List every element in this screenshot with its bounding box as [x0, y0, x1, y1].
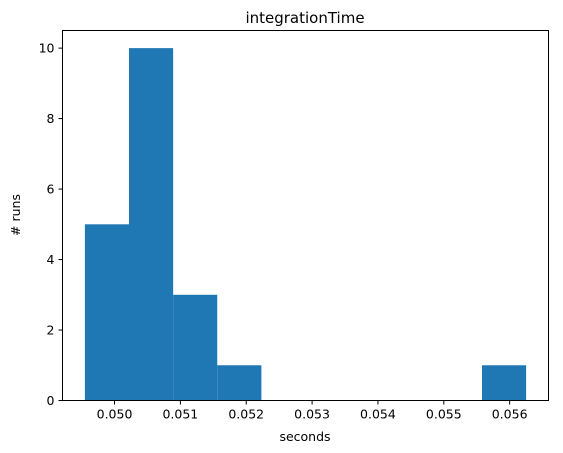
x-tick-label-3: 0.053 — [294, 407, 330, 422]
histogram-bar-3 — [217, 365, 262, 401]
x-tick-label-5: 0.055 — [426, 407, 462, 422]
x-tick-label-1: 0.051 — [162, 407, 198, 422]
y-tick-label-2: 4 — [47, 252, 55, 267]
y-tick-label-3: 6 — [47, 182, 55, 197]
x-axis-ticks: 0.050 0.051 0.052 0.053 0.054 0.055 0.056 — [97, 400, 528, 422]
y-axis-label: # runs — [8, 194, 23, 236]
y-tick-label-5: 10 — [39, 41, 55, 56]
x-tick-label-2: 0.052 — [228, 407, 264, 422]
y-tick-label-1: 2 — [47, 323, 55, 338]
x-tick-label-4: 0.054 — [360, 407, 396, 422]
x-axis-label: seconds — [279, 429, 330, 444]
y-tick-label-0: 0 — [47, 393, 55, 408]
x-tick-label-0: 0.050 — [97, 407, 133, 422]
chart-title: integrationTime — [245, 9, 364, 27]
histogram-bar-9 — [481, 365, 527, 401]
plot-frame — [62, 30, 549, 401]
bars-group — [84, 48, 527, 401]
x-tick-label-6: 0.056 — [492, 407, 528, 422]
y-tick-label-4: 8 — [47, 111, 55, 126]
y-axis-ticks: 0 2 4 6 8 10 — [39, 41, 63, 408]
histogram-bar-2 — [173, 294, 218, 401]
histogram-bar-1 — [129, 48, 174, 401]
histogram-bar-0 — [84, 224, 130, 401]
